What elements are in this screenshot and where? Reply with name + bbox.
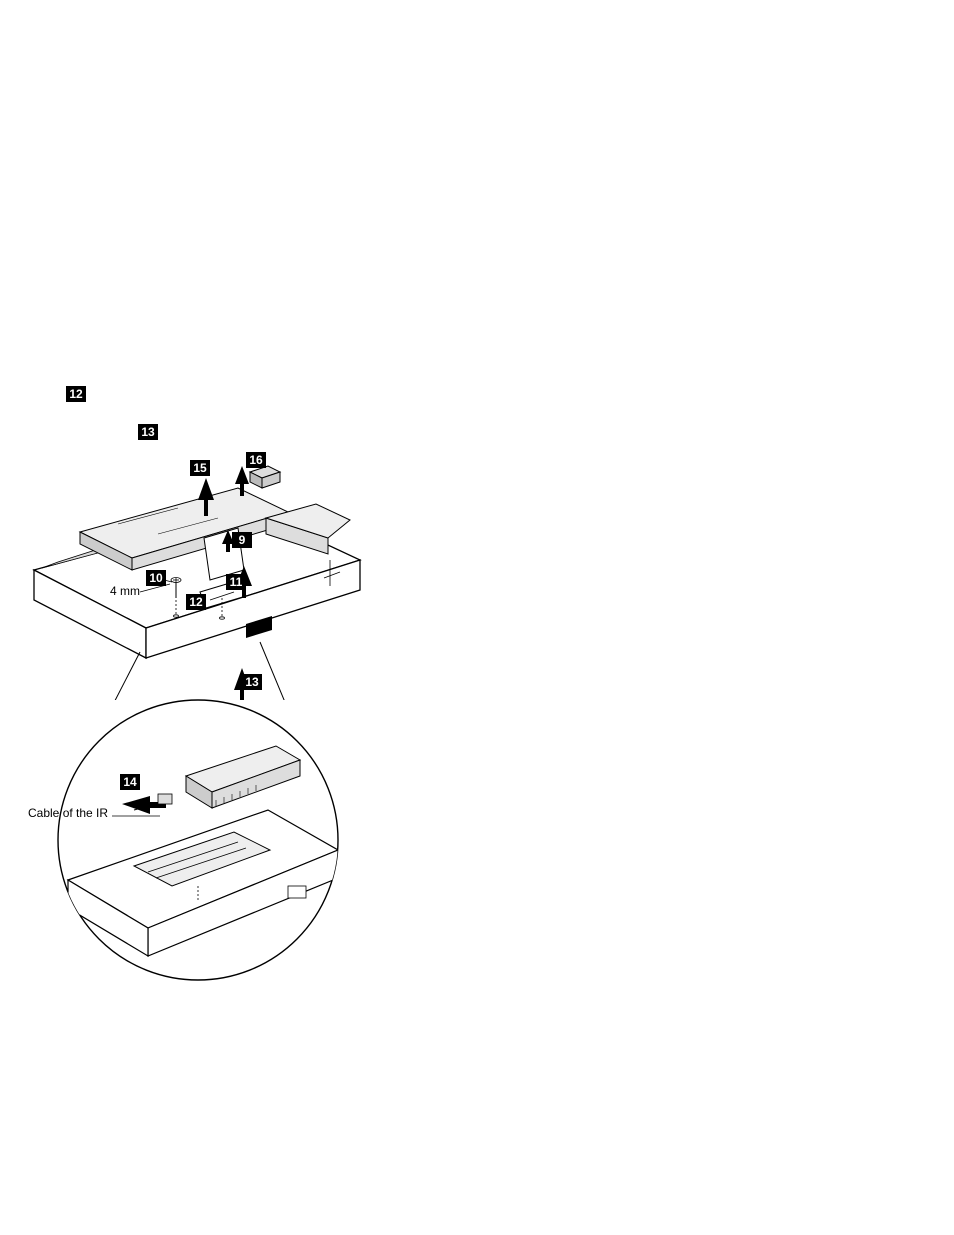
- screw-size-label: 4 mm: [110, 584, 140, 598]
- callout-12: 12: [186, 594, 206, 610]
- callout-10: 10: [146, 570, 166, 586]
- callout-15: 15: [190, 460, 210, 476]
- callout-9: 9: [232, 532, 252, 548]
- exploded-diagram: 15 16 9 10 11 12 13 4 mm: [28, 360, 368, 980]
- ir-leader: [112, 812, 232, 832]
- callout-14: 14: [120, 774, 140, 790]
- callout-13-lower: 13: [242, 674, 262, 690]
- callout-11: 11: [226, 574, 246, 590]
- detail-circle: [38, 690, 358, 990]
- callout-16: 16: [246, 452, 266, 468]
- ir-cable-label: Cable of the IR: [28, 806, 108, 820]
